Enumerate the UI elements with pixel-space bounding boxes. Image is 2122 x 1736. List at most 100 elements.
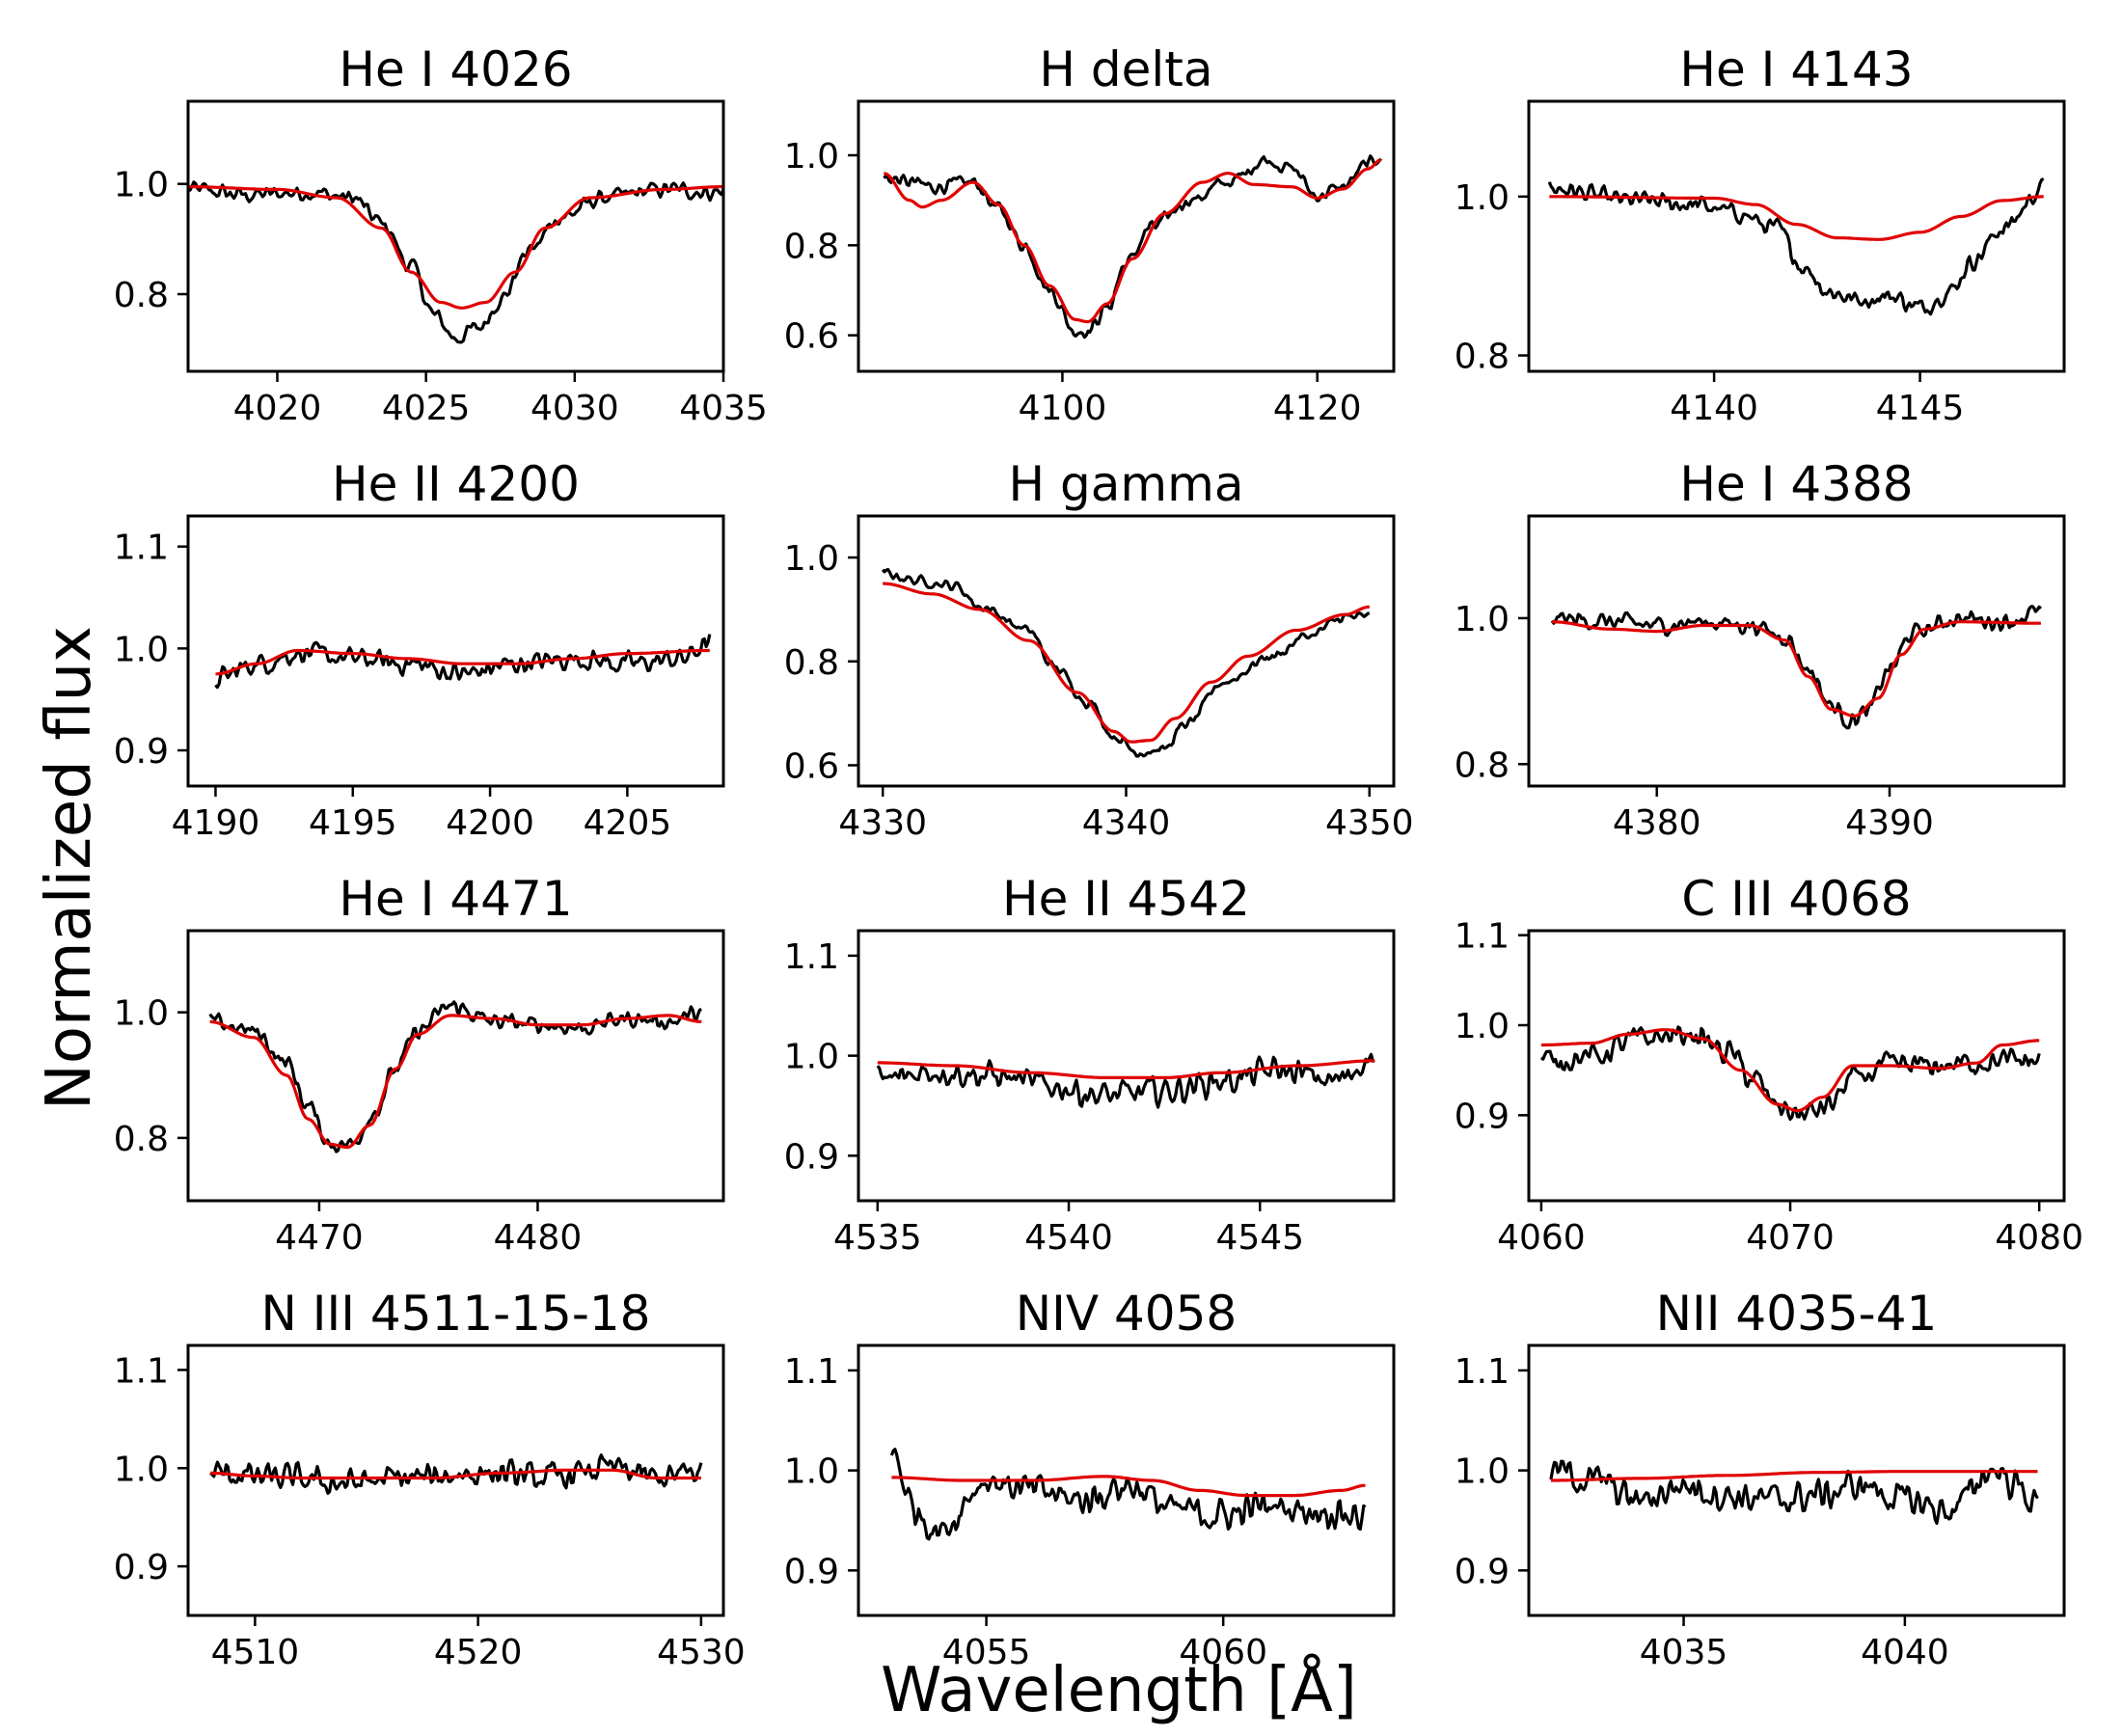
observed-spectrum-line	[881, 567, 1371, 758]
subplot-panel: C III 4068 4060 4070 4080 0.9 1.0 1.1	[1455, 871, 2083, 1258]
x-tick-label: 4340	[1082, 803, 1171, 843]
subplot-title: He II 4200	[332, 456, 580, 512]
axes-frame	[186, 514, 725, 788]
subplot-title: C III 4068	[1681, 871, 1911, 927]
observed-spectrum-line	[1550, 605, 2042, 730]
subplot-title: N III 4511-15-18	[260, 1286, 650, 1342]
model-fit-line	[1550, 1470, 2038, 1482]
y-tick-label: 1.0	[114, 630, 169, 669]
x-tick-label: 4535	[833, 1218, 922, 1258]
y-tick-label: 0.8	[1455, 746, 1510, 785]
y-tick-label: 1.1	[1455, 917, 1510, 957]
y-tick-label: 1.0	[114, 1450, 169, 1489]
subplot-panel: H delta 4100 4120 0.6 0.8 1.0	[784, 41, 1396, 428]
subplot-title: He I 4143	[1679, 41, 1913, 97]
model-fit-line	[209, 1014, 702, 1150]
y-tick-label: 1.1	[1455, 1352, 1510, 1392]
subplot-title: He II 4542	[1002, 871, 1250, 927]
x-tick-label: 4035	[1640, 1633, 1728, 1672]
axes-frame	[857, 1343, 1396, 1617]
y-tick-label: 0.6	[784, 746, 839, 786]
x-tick-label: 4100	[1019, 389, 1107, 428]
subplot-panel: He I 4388 4380 4390 0.8 1.0	[1455, 456, 2066, 843]
subplot-panel: He I 4026 4020 4025 4030 4035 0.8 1.0	[114, 41, 768, 428]
subplot-panel: NIV 4058 4055 4060 0.9 1.0 1.1	[784, 1286, 1396, 1672]
x-tick-label: 4540	[1024, 1218, 1113, 1258]
observed-spectrum-line	[208, 1000, 702, 1153]
axes-frame	[1527, 929, 2066, 1203]
y-tick-label: 1.0	[114, 166, 169, 205]
model-fit-line	[215, 648, 710, 676]
subplot-title: NIV 4058	[1016, 1286, 1238, 1342]
x-tick-label: 4480	[494, 1218, 583, 1258]
x-tick-label: 4020	[233, 389, 322, 428]
y-tick-label: 1.0	[1455, 600, 1510, 639]
y-tick-label: 0.8	[784, 643, 839, 683]
x-tick-label: 4055	[942, 1633, 1031, 1672]
x-tick-label: 4200	[446, 803, 534, 843]
y-tick-label: 1.0	[784, 137, 839, 176]
y-tick-label: 0.6	[784, 317, 839, 357]
y-tick-label: 0.9	[784, 1137, 839, 1177]
axes-frame	[857, 99, 1396, 373]
observed-spectrum-line	[1547, 176, 2045, 316]
axes-frame	[186, 99, 725, 373]
model-fit-line	[891, 1475, 1366, 1498]
x-tick-label: 4470	[275, 1218, 364, 1258]
x-tick-label: 4330	[838, 803, 927, 843]
axes-frame	[1527, 514, 2066, 788]
y-tick-label: 1.0	[784, 1038, 839, 1077]
x-tick-label: 4080	[1995, 1218, 2083, 1258]
observed-spectrum-line	[214, 634, 712, 690]
subplot-panel: N III 4511-15-18 4510 4520 4530 0.9 1.0 1.1	[114, 1286, 746, 1672]
y-tick-label: 0.9	[784, 1552, 839, 1591]
x-tick-label: 4060	[1179, 1633, 1267, 1672]
y-tick-label: 0.8	[114, 1120, 169, 1159]
model-fit-line	[210, 1468, 701, 1480]
x-tick-label: 4350	[1325, 803, 1414, 843]
subplot-title: He I 4471	[339, 871, 572, 927]
x-tick-label: 4040	[1861, 1633, 1949, 1672]
x-tick-label: 4030	[530, 389, 619, 428]
observed-spectrum-line	[188, 180, 723, 344]
y-tick-label: 0.8	[784, 227, 839, 266]
y-tick-label: 1.1	[784, 937, 839, 977]
observed-spectrum-line	[876, 1052, 1375, 1109]
subplot-panel: He II 4542 4535 4540 4545 0.9 1.0 1.1	[784, 871, 1396, 1258]
subplot-title: H gamma	[1009, 456, 1244, 512]
y-tick-label: 0.9	[1455, 1097, 1510, 1136]
subplot-panel: NII 4035-41 4035 4040 0.9 1.0 1.1	[1455, 1286, 2066, 1672]
y-tick-label: 1.1	[114, 529, 169, 568]
model-fit-line	[883, 582, 1370, 744]
x-tick-label: 4520	[434, 1633, 523, 1672]
y-tick-label: 1.0	[1455, 178, 1510, 218]
x-axis-label: Wavelength [Å]	[881, 1655, 1357, 1726]
subplot-title: NII 4035-41	[1656, 1286, 1938, 1342]
subplot-title: H delta	[1039, 41, 1212, 97]
y-tick-label: 1.1	[114, 1351, 169, 1391]
axes-frame	[186, 929, 725, 1203]
x-tick-label: 4060	[1497, 1218, 1586, 1258]
x-tick-label: 4390	[1845, 803, 1934, 843]
y-tick-label: 0.8	[114, 276, 169, 315]
x-tick-label: 4380	[1613, 803, 1701, 843]
observed-spectrum-line	[883, 154, 1382, 339]
y-tick-label: 1.0	[114, 994, 169, 1034]
y-axis-label: Normalized flux	[34, 625, 105, 1111]
x-tick-label: 4205	[584, 803, 672, 843]
axes-frame	[1527, 1343, 2066, 1617]
x-tick-label: 4530	[657, 1633, 746, 1672]
axes-frame	[857, 929, 1396, 1203]
observed-spectrum-line	[889, 1448, 1367, 1541]
model-fit-line	[884, 158, 1382, 324]
x-tick-label: 4145	[1876, 389, 1965, 428]
y-tick-label: 0.8	[1455, 338, 1510, 377]
subplot-panel: H gamma 4330 4340 4350 0.6 0.8 1.0	[784, 456, 1414, 843]
subplot-panel: He I 4143 4140 4145 0.8 1.0	[1455, 41, 2066, 428]
x-tick-label: 4510	[211, 1633, 300, 1672]
model-fit-line	[1552, 620, 2041, 718]
subplot-panel: He I 4471 4470 4480 0.8 1.0	[114, 871, 725, 1258]
model-fit-line	[188, 185, 723, 310]
y-tick-label: 1.0	[784, 539, 839, 579]
